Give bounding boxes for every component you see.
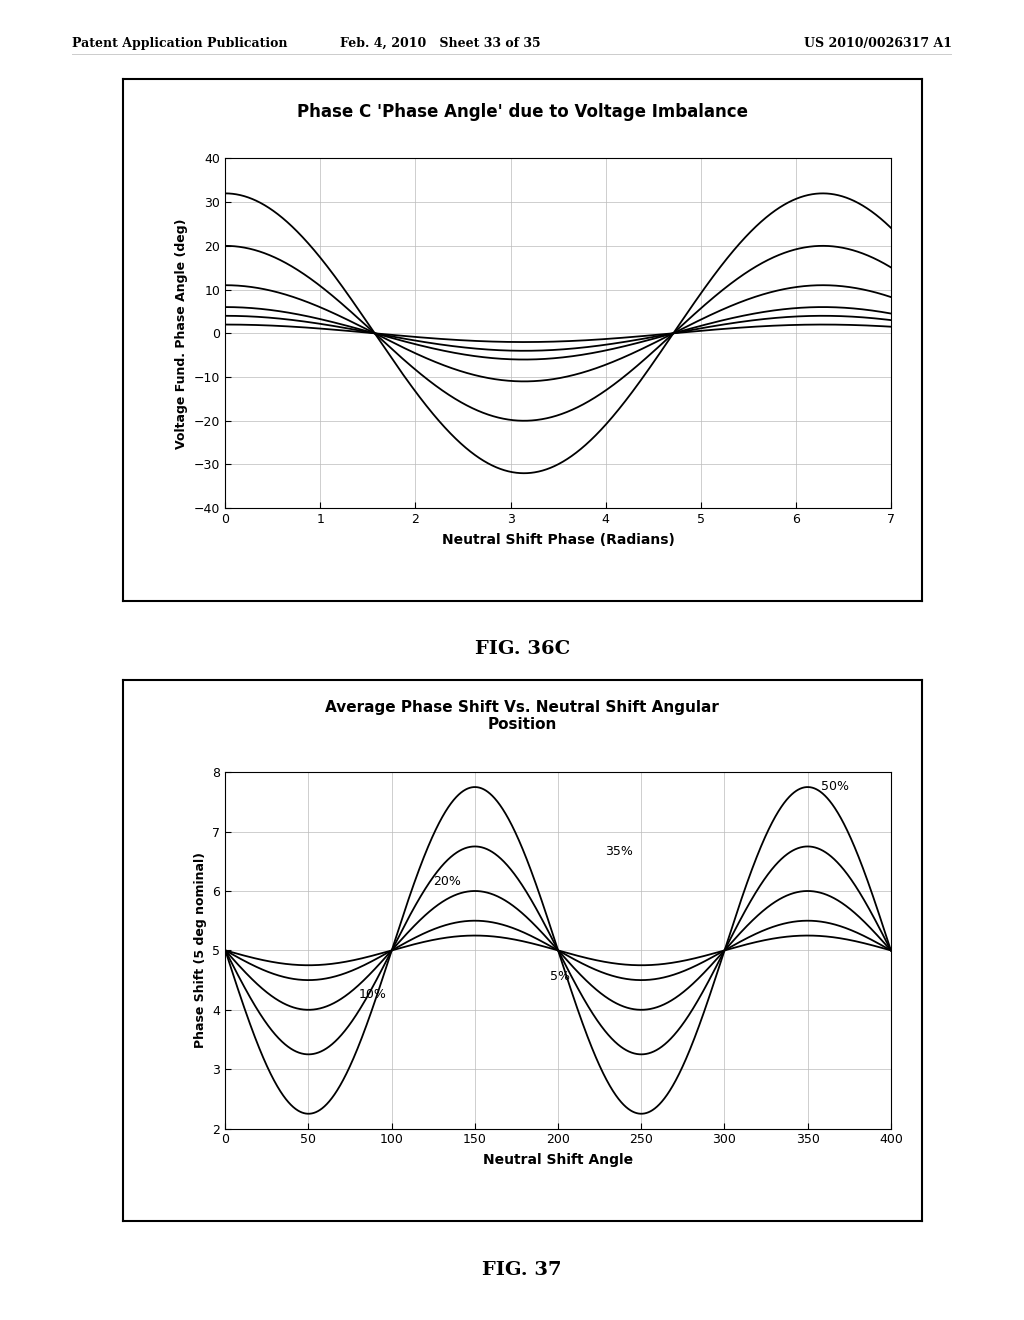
Text: 5%: 5% xyxy=(550,970,569,983)
X-axis label: Neutral Shift Angle: Neutral Shift Angle xyxy=(483,1154,633,1167)
Y-axis label: Phase Shift (5 deg nominal): Phase Shift (5 deg nominal) xyxy=(194,853,207,1048)
Text: 20%: 20% xyxy=(433,875,461,888)
Y-axis label: Voltage Fund. Phase Angle (deg): Voltage Fund. Phase Angle (deg) xyxy=(175,218,188,449)
Text: Patent Application Publication: Patent Application Publication xyxy=(72,37,287,50)
Text: Phase C 'Phase Angle' due to Voltage Imbalance: Phase C 'Phase Angle' due to Voltage Imb… xyxy=(297,103,748,121)
Text: US 2010/0026317 A1: US 2010/0026317 A1 xyxy=(804,37,952,50)
X-axis label: Neutral Shift Phase (Radians): Neutral Shift Phase (Radians) xyxy=(441,533,675,546)
Text: 10%: 10% xyxy=(358,987,386,1001)
Text: FIG. 36C: FIG. 36C xyxy=(474,640,570,659)
Text: FIG. 37: FIG. 37 xyxy=(482,1261,562,1279)
Text: Average Phase Shift Vs. Neutral Shift Angular
Position: Average Phase Shift Vs. Neutral Shift An… xyxy=(326,700,719,733)
Text: Feb. 4, 2010   Sheet 33 of 35: Feb. 4, 2010 Sheet 33 of 35 xyxy=(340,37,541,50)
Text: 35%: 35% xyxy=(604,845,633,858)
Text: 50%: 50% xyxy=(821,780,849,793)
